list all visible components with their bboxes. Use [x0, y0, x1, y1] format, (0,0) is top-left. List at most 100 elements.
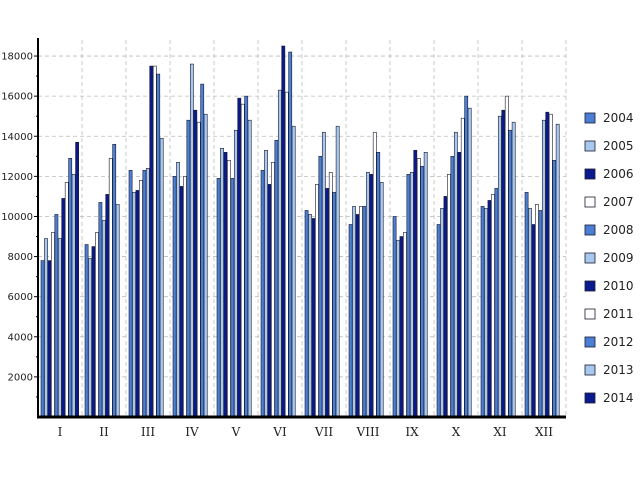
bar-2005-IV — [176, 162, 180, 418]
bar-2011-III — [152, 65, 157, 418]
x-tick-label-III: III — [141, 425, 155, 439]
bar-2008-XII — [538, 210, 543, 418]
x-tick-label-VII: VII — [314, 425, 333, 439]
bar-2004-XI — [480, 206, 485, 418]
legend-swatch-2007 — [584, 196, 596, 208]
bar-2009-XII — [541, 119, 546, 418]
y-axis-ticks: 2000 4000 6000 8000 10000 12000 14000 16000 1800… — [1, 52, 38, 398]
y-tick-label: 12000 — [1, 172, 33, 183]
bar-2013-VI — [291, 125, 296, 418]
bar-2013-IX — [423, 152, 428, 418]
grid — [37, 40, 567, 417]
bar-2010-VII — [325, 188, 330, 418]
bar-2013-VII — [335, 125, 340, 418]
bar-2011-IV — [196, 121, 201, 418]
bar-2007-X — [447, 174, 451, 418]
bar-2013-IV — [203, 113, 208, 418]
bar-2010-VIII — [369, 174, 374, 418]
bar-2005-II — [88, 258, 92, 418]
legend-label-2005: 2005 — [603, 139, 634, 153]
bar-2009-VII — [321, 131, 326, 418]
legend-swatch-2009 — [584, 252, 596, 264]
bar-2010-I — [61, 198, 66, 418]
bar-2011-IX — [416, 158, 421, 418]
bar-2010-III — [149, 65, 154, 418]
bar-2008-VI — [274, 139, 279, 418]
bar-2004-VIII — [348, 224, 353, 418]
x-tick-label-V: V — [231, 425, 241, 439]
bar-2013-XI — [511, 121, 516, 418]
bar-2004-I — [40, 260, 45, 418]
legend-label-2010: 2010 — [603, 279, 634, 293]
bar-2012-IX — [420, 166, 425, 418]
bar-2005-VI — [264, 149, 268, 418]
bar-2007-VI — [271, 162, 275, 418]
bar-2004-II — [84, 244, 89, 418]
bar-2011-V — [240, 103, 245, 418]
bar-2004-VII — [304, 210, 309, 418]
bar-2008-II — [98, 202, 103, 418]
bar-2006-XI — [487, 200, 492, 418]
bar-2009-V — [233, 129, 238, 418]
bar-2004-IX — [392, 216, 397, 418]
bar-2008-XI — [494, 188, 499, 418]
x-tick-label-IX: IX — [405, 425, 419, 439]
legend-label-2009: 2009 — [603, 251, 634, 265]
bar-2011-II — [108, 158, 113, 418]
bar-2007-V — [227, 160, 231, 418]
bar-2005-X — [440, 208, 444, 418]
bar-2008-I — [54, 214, 59, 418]
bar-2012-X — [464, 95, 469, 418]
bar-2012-IV — [200, 83, 205, 418]
y-tick-label: 16000 — [1, 92, 33, 103]
bar-2012-VII — [332, 192, 337, 418]
x-tick-label-VI: VI — [272, 425, 287, 439]
bar-2006-II — [91, 246, 96, 418]
bar-2013-V — [247, 119, 252, 418]
legend: 2004 2005 2006 2007 2008 2009 2010 2011 2012 2013… — [584, 111, 634, 405]
bar-2010-XII — [545, 111, 550, 418]
bar-2013-X — [467, 107, 472, 418]
bar-2014-I — [75, 141, 80, 418]
bar-2006-IX — [399, 236, 404, 418]
bars — [40, 45, 560, 418]
bar-2009-XI — [497, 115, 502, 418]
y-tick-label: 8000 — [8, 252, 33, 263]
x-tick-label-II: II — [99, 425, 109, 439]
legend-swatch-2010 — [584, 280, 596, 292]
bar-2008-VIII — [362, 206, 367, 418]
bar-2013-XII — [555, 123, 560, 418]
bar-2009-X — [453, 131, 458, 418]
legend-label-2013: 2013 — [603, 363, 634, 377]
bar-2010-X — [457, 152, 462, 418]
bar-2006-I — [47, 260, 52, 418]
bar-2006-VIII — [355, 214, 360, 418]
bar-2010-IX — [413, 149, 418, 418]
bar-2011-X — [460, 117, 465, 418]
bar-2008-III — [142, 170, 147, 418]
bar-2009-VI — [277, 89, 282, 418]
bar-2007-III — [139, 180, 143, 418]
bar-2012-XII — [552, 160, 557, 418]
bar-2005-VII — [308, 214, 312, 418]
y-tick-label: 2000 — [8, 372, 33, 383]
bar-2006-III — [135, 190, 140, 418]
bar-2011-VII — [328, 172, 333, 418]
bar-2005-XII — [528, 208, 532, 418]
bar-2006-X — [443, 196, 448, 418]
legend-swatch-2011 — [584, 308, 596, 320]
bar-2007-VII — [315, 184, 319, 418]
x-tick-label-I: I — [58, 425, 63, 439]
legend-swatch-2006 — [584, 168, 596, 180]
bar-2006-VI — [267, 184, 272, 418]
bar-2012-I — [68, 158, 73, 418]
bar-2009-IV — [189, 63, 194, 418]
legend-swatch-2008 — [584, 224, 596, 236]
bar-2005-VIII — [352, 206, 356, 418]
bar-2009-III — [145, 168, 150, 418]
bar-2007-VIII — [359, 206, 363, 418]
bar-2006-XII — [531, 224, 536, 418]
bar-2004-VI — [260, 170, 265, 418]
bar-2010-VI — [281, 45, 286, 418]
